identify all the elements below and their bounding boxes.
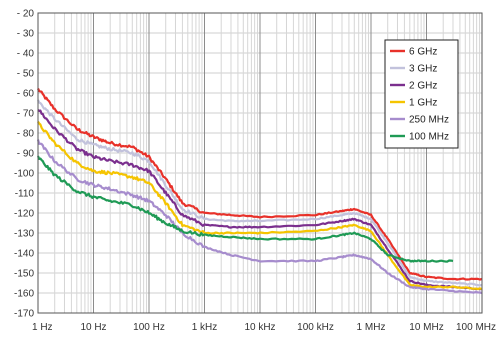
legend-label: 1 GHz [409,98,437,109]
y-tick-label: - 60 [17,89,35,100]
plot-border [37,12,483,314]
series-lines [36,88,483,295]
x-tick-label: 100 MHz [456,322,496,333]
series-line [37,88,483,281]
y-tick-label: - 20 [17,9,35,20]
x-tick-label: 100 Hz [133,322,165,333]
legend: 6 GHz 3 GHz 2 GHz 1 GHz 250 MHz 100 MHz [384,39,459,149]
y-tick-label: -160 [14,289,34,300]
y-tick-label: - 90 [17,149,35,160]
series-line [36,139,483,295]
y-tick-label: -140 [14,249,34,260]
y-tick-label: - 80 [17,129,35,140]
y-tick-label: - 30 [17,29,35,40]
x-tick-label: 100 kHz [297,322,334,333]
series-line [36,155,454,263]
y-tick-label: -170 [14,309,34,320]
plot-frame [37,12,483,314]
y-tick-label: -110 [15,189,35,200]
y-tick-label: - 40 [17,49,35,60]
legend-label: 6 GHz [409,47,437,58]
x-tick-label: 10 Hz [80,322,106,333]
series-line [37,99,483,287]
y-tick-label: -100 [14,169,34,180]
legend-label: 250 MHz [409,115,449,126]
x-tick-label: 10 kHz [244,322,275,333]
grid [37,12,483,314]
axis-labels: - 20 - 30 - 40 - 50 - 60 - 70 - 80 - 90 -100 -110… [14,9,496,334]
x-tick-label: 1 Hz [32,322,53,333]
legend-label: 100 MHz [409,132,449,143]
x-tick-label: 10 MHz [409,322,443,333]
y-tick-label: -130 [14,229,34,240]
x-tick-label: 1 MHz [357,322,386,333]
y-tick-label: -150 [14,269,34,280]
y-tick-label: - 70 [17,109,35,120]
legend-box [384,39,459,149]
y-tick-label: - 50 [17,69,35,80]
series-line [37,109,483,291]
legend-label: 2 GHz [409,81,437,92]
series-line [37,121,483,291]
x-tick-label: 1 kHz [192,322,218,333]
legend-label: 3 GHz [409,64,437,75]
y-tick-label: -120 [14,209,34,220]
